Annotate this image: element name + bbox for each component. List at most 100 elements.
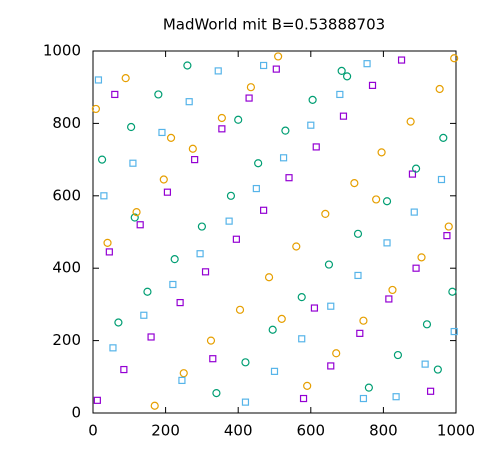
point: [410, 208, 418, 216]
point: [93, 396, 101, 404]
point: [383, 239, 391, 247]
x-tick-label: 200: [151, 422, 180, 440]
point: [279, 154, 288, 162]
point: [343, 72, 352, 81]
point: [132, 207, 141, 217]
point: [159, 175, 168, 184]
x-tick-label: 1000: [437, 422, 475, 440]
point: [136, 221, 144, 229]
point: [264, 273, 274, 282]
point: [324, 260, 334, 269]
point: [158, 128, 166, 137]
point: [411, 164, 421, 173]
point: [260, 206, 268, 214]
point: [178, 376, 186, 385]
point: [252, 184, 260, 193]
point: [185, 98, 193, 106]
point: [97, 155, 107, 164]
x-tick-label: 800: [369, 422, 398, 440]
point: [412, 264, 420, 272]
point: [444, 222, 453, 231]
point: [109, 344, 117, 352]
y-tick-label: 200: [52, 331, 81, 349]
point: [212, 388, 221, 398]
point: [439, 133, 448, 142]
point: [191, 156, 199, 164]
point: [217, 113, 226, 123]
point: [179, 369, 188, 378]
point: [183, 61, 192, 70]
plot-frame: [92, 50, 457, 414]
point: [166, 133, 176, 142]
point: [450, 327, 458, 336]
point: [218, 125, 226, 133]
point: [268, 325, 277, 334]
point: [297, 293, 306, 302]
point: [421, 360, 429, 368]
point: [372, 195, 381, 204]
point: [327, 302, 335, 310]
point: [105, 248, 113, 256]
y-tick-label: 600: [52, 186, 81, 204]
point: [206, 336, 216, 345]
chart-title: MadWorld mit B=0.53888703: [163, 16, 385, 34]
point: [299, 394, 308, 403]
point: [197, 222, 206, 231]
point: [245, 94, 253, 102]
point: [336, 90, 344, 99]
point: [408, 170, 417, 178]
point: [310, 304, 319, 312]
point: [91, 104, 101, 114]
point: [241, 358, 250, 367]
point: [234, 115, 243, 124]
point: [417, 253, 426, 262]
point: [188, 144, 197, 153]
point: [130, 213, 139, 222]
point: [359, 316, 368, 325]
point: [121, 74, 130, 83]
point: [232, 235, 240, 243]
point: [209, 355, 217, 363]
point: [120, 365, 128, 374]
point: [364, 383, 373, 392]
point: [422, 320, 432, 329]
point: [406, 117, 415, 126]
point: [170, 255, 179, 264]
point: [368, 81, 377, 89]
point: [339, 112, 348, 120]
point: [140, 311, 148, 319]
point: [163, 188, 172, 196]
x-tick-label: 400: [224, 422, 253, 440]
point: [388, 285, 397, 295]
point: [285, 174, 293, 182]
point: [308, 95, 317, 104]
point: [201, 268, 210, 276]
point: [114, 318, 123, 327]
point: [332, 349, 341, 358]
point: [303, 381, 312, 390]
point: [450, 54, 459, 63]
point: [312, 143, 320, 151]
point: [154, 90, 163, 99]
point: [100, 192, 108, 200]
point: [327, 362, 335, 370]
point: [321, 209, 330, 218]
point: [354, 271, 362, 280]
point: [426, 387, 435, 395]
point: [241, 398, 250, 406]
point: [277, 314, 286, 323]
point: [225, 217, 233, 225]
point: [169, 280, 177, 289]
y-tick-label: 0: [71, 404, 81, 422]
point: [356, 329, 364, 337]
point: [246, 83, 256, 92]
point: [397, 56, 406, 64]
point: [443, 232, 451, 240]
point: [385, 295, 393, 303]
point: [435, 84, 444, 94]
point: [363, 60, 371, 68]
point: [433, 365, 442, 374]
point: [260, 61, 268, 70]
point: [103, 238, 112, 247]
point: [270, 367, 279, 375]
